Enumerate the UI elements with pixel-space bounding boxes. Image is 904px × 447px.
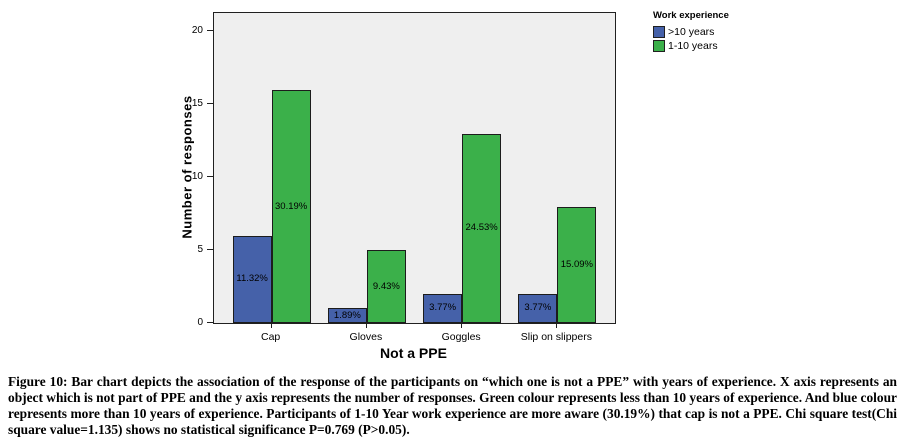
- bar-value-label: 9.43%: [372, 280, 400, 292]
- x-tick-label: Gloves: [349, 331, 383, 343]
- bar-chart: Number of responses 0 5 10 15 20 11.32% 30.19…: [179, 10, 729, 361]
- legend-item: >10 years: [653, 26, 729, 38]
- x-tick-label: Cap: [260, 331, 281, 343]
- bar->10 years: 1.89%: [327, 308, 367, 323]
- y-tick-label: 10: [191, 170, 203, 182]
- bar->10 years: 3.77%: [518, 293, 558, 323]
- x-tick-mark: [461, 323, 463, 328]
- legend-item: 1-10 years: [653, 40, 729, 52]
- y-tick-mark: [207, 248, 213, 250]
- y-tick-mark: [207, 30, 213, 32]
- bar-1-10 years: 24.53%: [462, 133, 502, 323]
- x-tick-mark: [270, 323, 272, 328]
- bar-1-10 years: 9.43%: [366, 250, 406, 323]
- bar->10 years: 3.77%: [423, 293, 463, 323]
- legend-item-label: >10 years: [668, 25, 715, 38]
- bar-value-label: 1.89%: [333, 309, 361, 321]
- x-tick-label: Slip on slippers: [520, 331, 592, 343]
- y-tick-label: 0: [197, 316, 203, 328]
- bar-group: 3.77% 15.09%: [510, 13, 605, 323]
- bar-1-10 years: 15.09%: [557, 206, 597, 323]
- bars-row: 11.32% 30.19% 1.89% 9.43% 3.77% 24.53% 3.77% 15…: [214, 13, 615, 323]
- bar-group: 11.32% 30.19%: [224, 13, 319, 323]
- bar->10 years: 11.32%: [232, 235, 272, 323]
- y-axis-title: Number of responses: [179, 95, 195, 239]
- bar-value-label: 3.77%: [429, 302, 457, 314]
- figure-caption: Figure 10: Bar chart depicts the associa…: [8, 374, 897, 437]
- y-tick-label: 20: [191, 25, 203, 37]
- legend: Work experience >10 years 1-10 years: [653, 10, 729, 52]
- legend-items: >10 years 1-10 years: [653, 26, 729, 52]
- plot-area: 11.32% 30.19% 1.89% 9.43% 3.77% 24.53% 3.77% 15…: [213, 12, 616, 324]
- bar-1-10 years: 30.19%: [271, 90, 311, 323]
- y-tick-label: 5: [197, 243, 203, 255]
- y-tick-mark: [207, 103, 213, 105]
- legend-title: Work experience: [653, 10, 729, 21]
- x-axis-title: Not a PPE: [380, 345, 447, 361]
- y-tick-mark: [207, 175, 213, 177]
- x-tick-label: Goggles: [441, 331, 481, 343]
- legend-swatch-icon: [653, 26, 665, 38]
- bar-value-label: 15.09%: [560, 258, 593, 270]
- x-tick-mark: [365, 323, 367, 328]
- y-tick-mark: [207, 321, 213, 323]
- bar-value-label: 30.19%: [275, 200, 308, 212]
- legend-swatch-icon: [653, 40, 665, 52]
- bar-value-label: 3.77%: [524, 302, 552, 314]
- bar-value-label: 24.53%: [465, 222, 498, 234]
- y-tick-label: 15: [191, 98, 203, 110]
- legend-item-label: 1-10 years: [668, 39, 718, 52]
- bar-group: 3.77% 24.53%: [415, 13, 510, 323]
- bar-value-label: 11.32%: [236, 273, 268, 285]
- x-tick-mark: [556, 323, 558, 328]
- bar-group: 1.89% 9.43%: [319, 13, 414, 323]
